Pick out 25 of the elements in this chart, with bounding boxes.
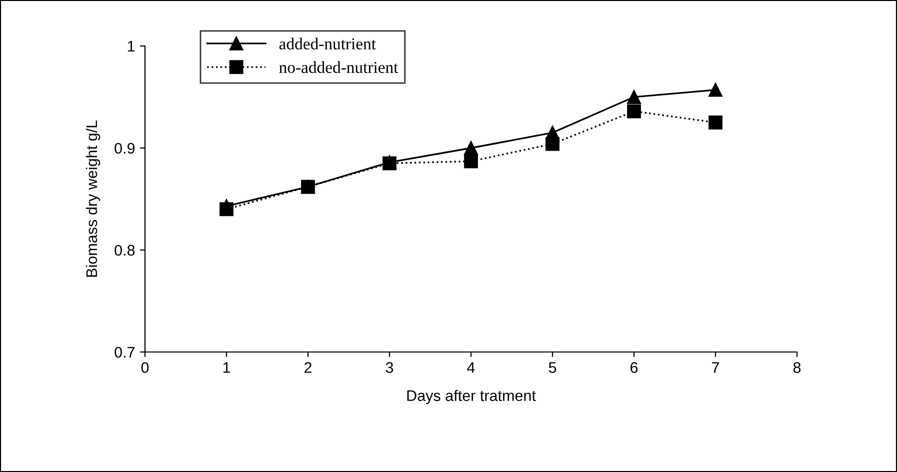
- y-tick-label: 1: [128, 41, 135, 52]
- point: [708, 82, 722, 97]
- x-tick-label: 8: [793, 362, 801, 373]
- point: [220, 202, 234, 216]
- legend-label: added-nutrient: [279, 38, 376, 50]
- x-tick-label: 5: [548, 362, 556, 373]
- point: [627, 104, 641, 118]
- x-tick-label: 7: [712, 362, 719, 373]
- x-tick-label: 2: [304, 362, 312, 373]
- point: [627, 90, 641, 104]
- point: [708, 116, 722, 130]
- x-tick-label: 1: [223, 362, 230, 373]
- y-tick-label: 0.7: [114, 346, 135, 358]
- x-tick-label: 6: [630, 362, 638, 373]
- legend-label: no-added-nutrient: [279, 61, 398, 74]
- point: [464, 141, 478, 155]
- x-tick-label: 3: [386, 362, 394, 373]
- y-axis-title: Biomass dry weight g/L: [86, 120, 100, 277]
- x-tick-label: 0: [141, 362, 149, 373]
- x-tick-label: 4: [467, 362, 475, 373]
- point: [546, 136, 560, 151]
- y-tick-label: 0.8: [114, 244, 135, 256]
- point: [464, 154, 478, 168]
- y-tick-label: 0.9: [114, 142, 135, 154]
- x-axis-title: Days after tratment: [407, 390, 536, 404]
